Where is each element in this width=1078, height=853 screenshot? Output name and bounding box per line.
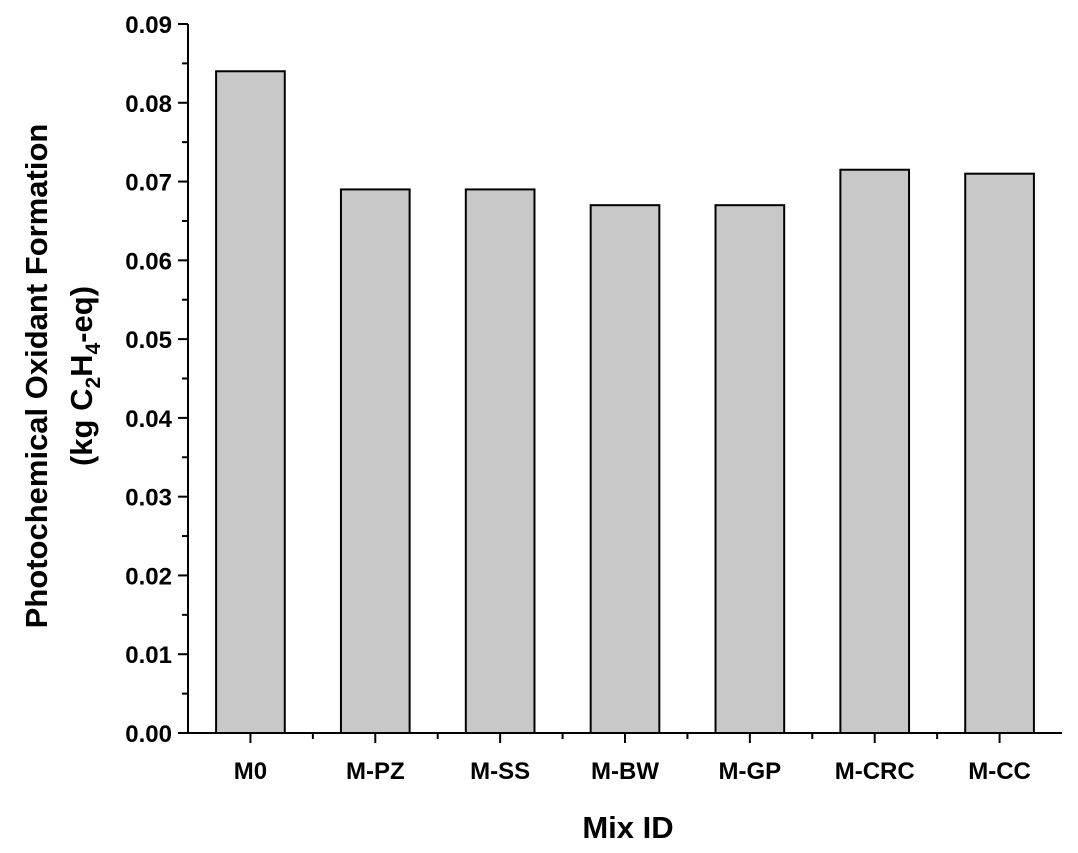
bar-m-cc [964, 172, 1035, 734]
y-tick-label: 0.08 [125, 91, 172, 118]
x-tick-label: M-PZ [346, 758, 405, 785]
y-tick-label: 0.03 [125, 485, 172, 512]
bar-m0 [215, 70, 286, 735]
bar-m-pz [339, 188, 411, 734]
x-tick-label: M-SS [470, 758, 530, 785]
x-axis-title: Mix ID [582, 810, 673, 845]
y-axis-title-subscript: 4 [82, 342, 105, 354]
x-tick-label: M0 [234, 758, 267, 785]
x-tick-label: M-CRC [835, 758, 915, 785]
y-tick-label: 0.04 [125, 406, 172, 433]
x-tick-label: M-BW [591, 758, 659, 785]
y-tick-label: 0.00 [125, 721, 172, 748]
y-axis-title-line2: (kg C2H4-eq) [64, 286, 105, 466]
y-axis-title-part: -eq) [64, 286, 99, 343]
y-axis-title-line1: Photochemical Oxidant Formation [19, 124, 54, 629]
bar-m-ss [464, 188, 536, 734]
axis-lines [187, 24, 1062, 734]
y-axis-ticks: 0.00 0.01 0.02 0.03 0.04 0.05 0.06 0.07 0.08 0.09 [125, 12, 188, 748]
x-tick-label: M-CC [968, 758, 1031, 785]
y-tick-label: 0.09 [125, 12, 172, 39]
bar-m-crc [839, 168, 911, 734]
y-tick-label: 0.05 [125, 327, 172, 354]
y-axis-title: Photochemical Oxidant Formation (kg C2H4… [19, 124, 105, 629]
bars-group [215, 70, 1035, 735]
y-tick-label: 0.07 [125, 170, 172, 197]
y-tick-label: 0.02 [125, 563, 172, 590]
x-tick-label: M-GP [719, 758, 782, 785]
bar-m-gp [714, 204, 786, 734]
y-tick-label: 0.01 [125, 642, 172, 669]
bar-m-bw [589, 204, 661, 734]
y-axis-title-subscript: 2 [82, 377, 105, 389]
y-axis-title-part: H [64, 354, 99, 376]
y-tick-label: 0.06 [125, 248, 172, 275]
y-axis-title-part: (kg C [64, 389, 99, 467]
x-axis-ticks: M0 M-PZ M-SS M-BW M-GP M-CRC M-CC [234, 733, 1031, 785]
